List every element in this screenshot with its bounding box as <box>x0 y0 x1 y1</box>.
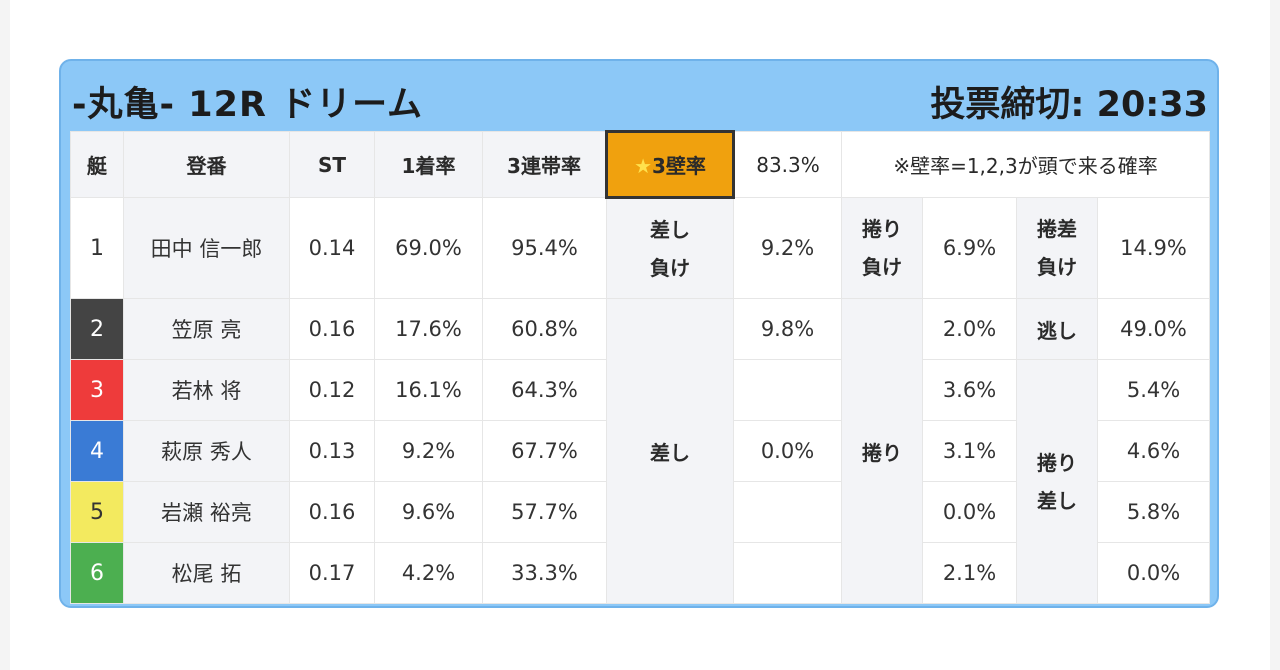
header-lane: 艇 <box>70 131 124 198</box>
pattern-makurimake-value: 6.9% <box>922 197 1017 299</box>
racer-first-rate: 69.0% <box>374 197 483 299</box>
pattern-sashi-value <box>733 542 842 604</box>
table-row: 6 松尾 拓 0.17 4.2% 33.3% 2.1% 0.0% <box>70 542 1211 604</box>
pattern-makurizashi-label: 捲り 差し <box>1016 359 1098 604</box>
pattern-makurizashimake-label: 捲差 負け <box>1016 197 1098 299</box>
pattern-makuri-value: 0.0% <box>922 481 1017 543</box>
race-header: -丸亀- 12R ドリーム 投票締切: 20:33 <box>70 64 1208 130</box>
lane-number: 6 <box>70 542 124 604</box>
wall-rate-label: 3壁率 <box>652 154 706 178</box>
wall-rate-value: 83.3% <box>733 131 842 198</box>
lane-number: 1 <box>70 197 124 299</box>
pattern-makuri-label: 捲り <box>841 298 923 604</box>
racer-top3-rate: 64.3% <box>482 359 607 421</box>
pattern-sashi-value <box>733 481 842 543</box>
racer-name: 田中 信一郎 <box>123 197 290 299</box>
pattern-makuri-value: 2.1% <box>922 542 1017 604</box>
pattern-makurizashimake-value: 14.9% <box>1096 197 1211 299</box>
race-table: 艇 登番 ST 1着率 3連帯率 ★3壁率 83.3% ※壁率=1,2,3が頭で… <box>70 130 1211 604</box>
pattern-sashimake-value: 9.2% <box>733 197 842 299</box>
table-row: 3 若林 将 0.12 16.1% 64.3% 3.6% 捲り 差し 5.4% <box>70 359 1211 604</box>
pattern-makurimake-label: 捲り 負け <box>841 197 923 299</box>
lane-number: 5 <box>70 481 124 543</box>
racer-st: 0.16 <box>289 298 375 360</box>
pattern-makurizashi-value: 0.0% <box>1096 542 1211 604</box>
table-row: 4 萩原 秀人 0.13 9.2% 67.7% 0.0% 3.1% 4.6% <box>70 420 1211 482</box>
racer-first-rate: 9.2% <box>374 420 483 482</box>
racer-first-rate: 16.1% <box>374 359 483 421</box>
racer-top3-rate: 57.7% <box>482 481 607 543</box>
pattern-sashi-value: 9.8% <box>733 298 842 360</box>
pattern-makurizashi-value: 4.6% <box>1096 420 1211 482</box>
lane-number: 3 <box>70 359 124 421</box>
pattern-nige-value: 49.0% <box>1096 298 1211 360</box>
racer-top3-rate: 67.7% <box>482 420 607 482</box>
racer-st: 0.12 <box>289 359 375 421</box>
racer-name: 岩瀬 裕亮 <box>123 481 290 543</box>
pattern-makurizashi-value: 5.4% <box>1096 359 1211 421</box>
lane-number: 4 <box>70 420 124 482</box>
pattern-makuri-value: 3.1% <box>922 420 1017 482</box>
racer-st: 0.13 <box>289 420 375 482</box>
racer-st: 0.16 <box>289 481 375 543</box>
pattern-nige-label: 逃し <box>1016 298 1098 360</box>
header-top3-rate: 3連帯率 <box>482 131 607 198</box>
race-title: -丸亀- 12R ドリーム <box>72 85 424 125</box>
racer-first-rate: 4.2% <box>374 542 483 604</box>
table-row: 2 笠原 亮 0.16 17.6% 60.8% 差し 9.8% 捲り 2.0% … <box>70 298 1211 604</box>
racer-top3-rate: 33.3% <box>482 542 607 604</box>
pattern-sashi-value <box>733 359 842 421</box>
racer-first-rate: 9.6% <box>374 481 483 543</box>
table-row: 1 田中 信一郎 0.14 69.0% 95.4% 差し 負け 9.2% 捲り 負け… <box>70 197 1211 299</box>
pattern-sashi-label: 差し <box>606 298 734 604</box>
racer-first-rate: 17.6% <box>374 298 483 360</box>
wall-rate-note: ※壁率=1,2,3が頭で来る確率 <box>840 131 1211 198</box>
racer-name: 萩原 秀人 <box>123 420 290 482</box>
racer-st: 0.17 <box>289 542 375 604</box>
racer-top3-rate: 60.8% <box>482 298 607 360</box>
header-first-rate: 1着率 <box>374 131 483 198</box>
header-st: ST <box>289 131 375 198</box>
pattern-makurizashi-value: 5.8% <box>1096 481 1211 543</box>
racer-name: 若林 将 <box>123 359 290 421</box>
table-header-row: 艇 登番 ST 1着率 3連帯率 ★3壁率 83.3% ※壁率=1,2,3が頭で… <box>70 130 1211 199</box>
table-row: 5 岩瀬 裕亮 0.16 9.6% 57.7% 0.0% 5.8% <box>70 481 1211 543</box>
header-wall-rate: ★3壁率 <box>605 130 735 199</box>
vote-deadline: 投票締切: 20:33 <box>930 85 1208 125</box>
racer-name: 松尾 拓 <box>123 542 290 604</box>
racer-name: 笠原 亮 <box>123 298 290 360</box>
star-icon: ★ <box>634 154 652 178</box>
pattern-makuri-value: 2.0% <box>922 298 1017 360</box>
pattern-sashimake-label: 差し 負け <box>606 197 734 299</box>
header-name: 登番 <box>123 131 290 198</box>
racer-top3-rate: 95.4% <box>482 197 607 299</box>
pattern-sashi-value: 0.0% <box>733 420 842 482</box>
pattern-makuri-value: 3.6% <box>922 359 1017 421</box>
racer-st: 0.14 <box>289 197 375 299</box>
lane-number: 2 <box>70 298 124 360</box>
